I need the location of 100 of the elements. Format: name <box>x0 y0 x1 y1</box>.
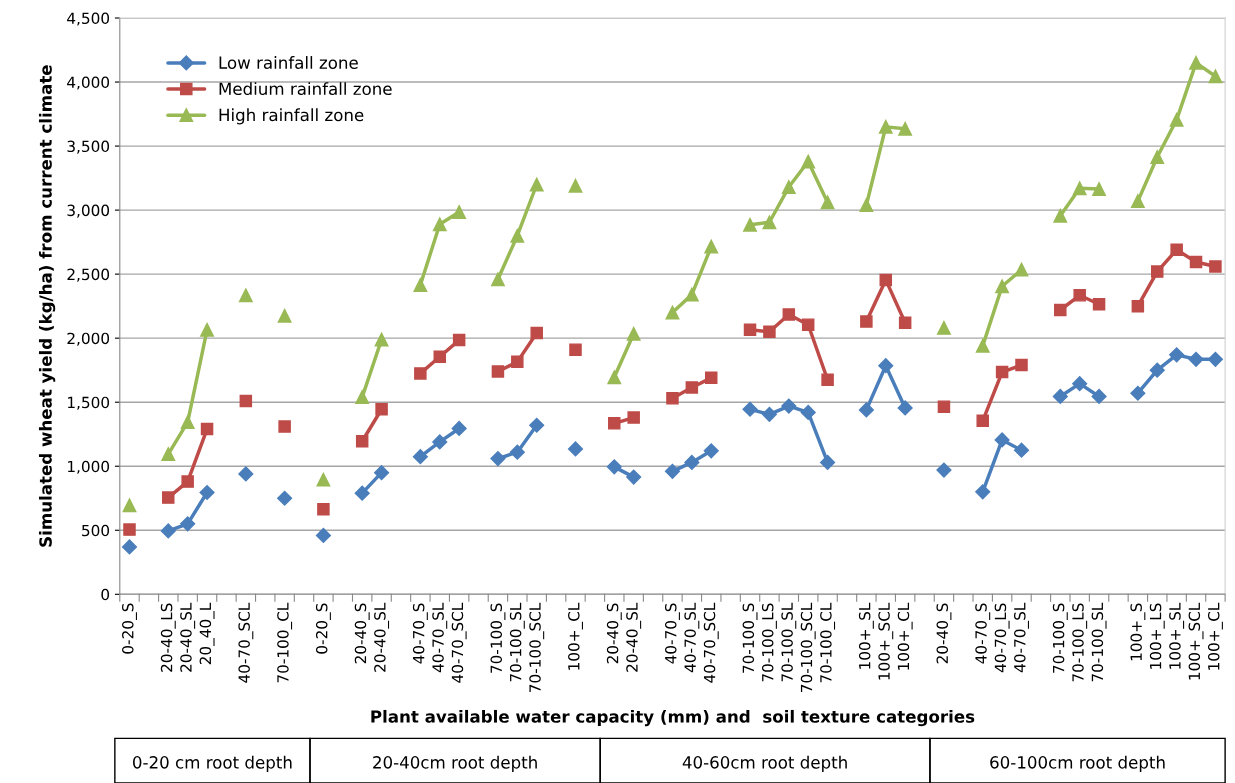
x-tick-label: 100+_SL <box>1169 602 1185 669</box>
x-tick-label: 40-70_S <box>664 603 680 664</box>
text: 20-40cm root depth <box>373 755 537 772</box>
point <box>800 404 816 421</box>
point <box>451 420 467 437</box>
point <box>277 490 293 506</box>
point <box>994 432 1010 448</box>
y-tick-label: 2,000 <box>67 332 110 346</box>
point <box>1092 297 1106 311</box>
point <box>763 325 776 339</box>
point <box>354 485 370 501</box>
point <box>743 323 757 337</box>
point <box>704 371 718 385</box>
x-tick-label: 100+_CL <box>1207 602 1223 670</box>
point <box>1072 181 1087 196</box>
point <box>568 178 583 193</box>
point <box>666 392 679 405</box>
point <box>1169 112 1184 127</box>
point <box>491 365 505 378</box>
x-tick-label: 70-100_SL <box>509 602 525 682</box>
point <box>413 278 428 292</box>
x-tick-label: 70-100_S <box>490 603 506 673</box>
point <box>567 441 584 457</box>
point <box>432 434 448 450</box>
x-axis-title: Plant available water capacity (mm) and soil texture categories <box>371 709 975 727</box>
point <box>316 472 331 487</box>
point <box>1014 262 1029 277</box>
point <box>860 315 873 328</box>
point <box>878 119 893 134</box>
point <box>569 343 582 356</box>
point <box>1015 358 1028 372</box>
x-tick-label: 70-100_CL <box>820 602 836 683</box>
point <box>529 177 544 192</box>
y-tick-label: 3,500 <box>67 140 110 154</box>
x-tick-label: 70-100_LS <box>761 603 777 682</box>
point <box>1208 69 1223 84</box>
point <box>859 198 874 212</box>
point <box>315 527 331 543</box>
point <box>529 417 545 433</box>
x-tick-label: 20-40_SL <box>180 602 196 672</box>
point <box>801 154 816 169</box>
point <box>199 484 215 501</box>
point <box>1170 243 1183 257</box>
point <box>122 498 137 513</box>
x-tick-label: 100+_LS <box>1149 603 1165 669</box>
point <box>684 454 700 470</box>
x-tick-label: 100+_CL <box>568 602 583 670</box>
point <box>781 398 797 414</box>
point <box>414 367 427 380</box>
point <box>375 402 388 416</box>
point <box>1189 255 1203 269</box>
point <box>123 523 136 536</box>
point <box>626 326 641 341</box>
point <box>200 322 215 337</box>
text: 0-20 cm root depth <box>133 755 292 772</box>
point <box>162 491 175 504</box>
point <box>355 390 370 405</box>
point <box>160 523 176 539</box>
point <box>412 449 428 465</box>
point <box>510 228 525 243</box>
point <box>200 422 214 436</box>
point <box>761 406 777 422</box>
x-tick-label: 20-40_S <box>936 603 952 664</box>
x-tick-label: 0-20_S <box>122 603 137 654</box>
point <box>664 463 681 479</box>
x-tick-label: 100+_SCL <box>1188 602 1204 680</box>
point <box>1091 388 1107 405</box>
point <box>995 365 1009 379</box>
x-tick-label: 40-70_SCL <box>703 602 719 683</box>
point <box>374 465 390 481</box>
x-tick-label: 20-40_S <box>354 603 370 664</box>
point <box>1073 289 1086 302</box>
text: 40-60cm root depth <box>682 755 847 772</box>
point <box>685 381 699 394</box>
point <box>180 516 196 532</box>
x-tick-label: 70-100_SL <box>1091 602 1107 682</box>
point <box>432 217 447 232</box>
point <box>1092 182 1107 196</box>
point <box>607 370 622 385</box>
legend-label: Low rainfall zone <box>219 56 358 69</box>
point <box>317 502 330 516</box>
x-tick-label: 40-70_S <box>412 603 428 664</box>
point <box>703 443 719 459</box>
x-tick-label: 40-70_SL <box>432 602 448 673</box>
point <box>1189 55 1203 70</box>
point <box>684 287 699 302</box>
point <box>239 394 253 408</box>
point <box>820 195 835 210</box>
point <box>898 316 912 330</box>
point <box>452 205 467 219</box>
x-tick-label: 100+_S <box>1130 603 1146 661</box>
point <box>161 447 176 462</box>
point <box>1131 299 1145 313</box>
point <box>742 401 758 417</box>
point <box>626 469 642 485</box>
point <box>490 272 505 287</box>
point <box>1013 442 1030 458</box>
point <box>180 415 195 429</box>
point <box>606 459 622 475</box>
x-tick-label: 40-70_SL <box>1014 602 1029 673</box>
